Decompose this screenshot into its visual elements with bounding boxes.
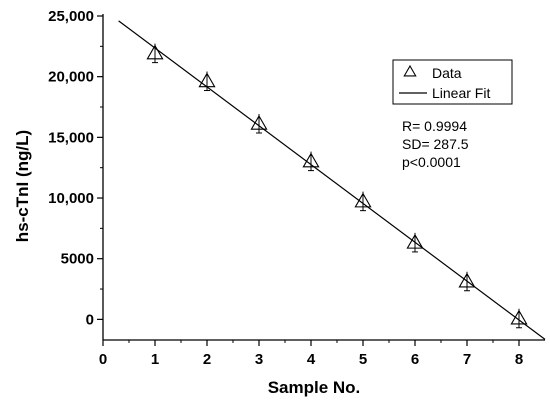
y-tick-label: 10,000 — [48, 190, 94, 207]
x-tick-label: 4 — [307, 351, 316, 368]
x-tick-label: 8 — [515, 351, 523, 368]
x-tick-label: 7 — [463, 351, 471, 368]
x-tick-label: 1 — [151, 351, 159, 368]
legend-triangle-marker-icon — [403, 64, 417, 77]
legend-box — [392, 59, 513, 105]
axes — [102, 14, 545, 341]
x-tick-label: 0 — [99, 351, 107, 368]
y-tick-label: 25,000 — [48, 8, 94, 25]
x-axis-title: Sample No. — [268, 378, 361, 397]
y-tick-label: 5000 — [61, 251, 94, 268]
x-tick-label: 5 — [359, 351, 367, 368]
y-tick-label: 15,000 — [48, 129, 94, 146]
legend-label-linear-fit: Linear Fit — [432, 85, 490, 101]
fit-statistics: R= 0.9994 SD= 287.5 p<0.0001 — [402, 118, 469, 170]
y-tick-label: 0 — [86, 311, 94, 328]
x-tick-label: 3 — [255, 351, 263, 368]
legend-label-data: Data — [432, 65, 462, 81]
stat-sd: SD= 287.5 — [402, 136, 469, 152]
legend: Data Linear Fit — [392, 59, 513, 105]
x-tick-label: 6 — [411, 351, 419, 368]
stat-p: p<0.0001 — [402, 154, 461, 170]
ticks: 0 1 2 3 4 5 6 7 8 0 5000 10,000 15,000 20,000 25,000 — [48, 8, 523, 368]
y-axis-title: hs-cTnI (ng/L) — [13, 130, 32, 242]
plot-area — [118, 20, 546, 340]
y-tick-label: 20,000 — [48, 69, 94, 86]
stat-r: R= 0.9994 — [402, 118, 467, 134]
x-tick-label: 2 — [203, 351, 211, 368]
